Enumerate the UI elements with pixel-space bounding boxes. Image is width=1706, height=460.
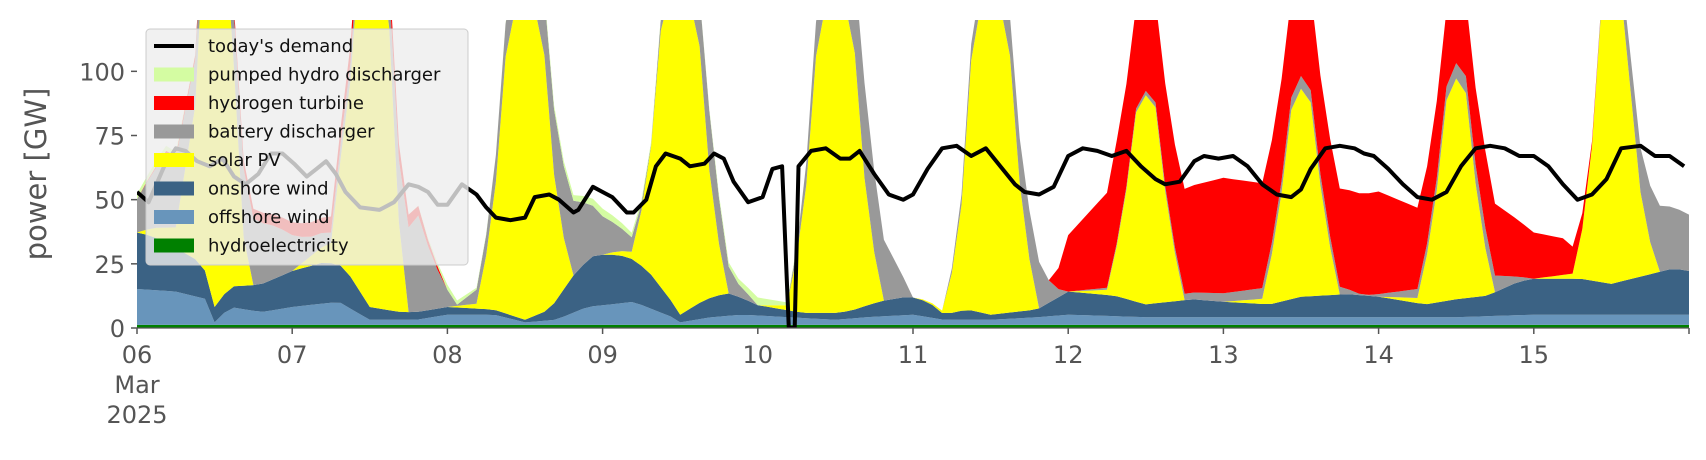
legend-label-4: solar PV <box>208 150 281 171</box>
y-tick-label-0: 0 <box>110 315 125 343</box>
area-solar-pv <box>137 20 1689 320</box>
legend-label-1: pumped hydro discharger <box>208 65 441 86</box>
y-tick-label-50: 50 <box>94 187 125 215</box>
y-tick-label-100: 100 <box>79 58 125 86</box>
y-tick-label-25: 25 <box>94 251 125 279</box>
legend-label-2: hydrogen turbine <box>208 93 364 114</box>
x-tick-label-0: 06 <box>122 341 153 369</box>
y-axis-label: power [GW] <box>19 88 53 261</box>
x-tick-sublabel-1: 2025 <box>106 401 167 429</box>
legend-swatch-1 <box>154 67 194 82</box>
area-onshore-wind <box>137 232 1689 323</box>
legend: today's demand pumped hydro discharger hyd… <box>145 28 469 266</box>
x-tick-label-1: 07 <box>277 341 308 369</box>
legend-swatch-7 <box>154 238 194 253</box>
x-tick-label-9: 15 <box>1519 341 1550 369</box>
y-tick-label-75: 75 <box>94 123 125 151</box>
legend-swatch-5 <box>154 181 194 196</box>
legend-box <box>145 28 469 266</box>
legend-label-5: onshore wind <box>208 179 329 200</box>
legend-label-7: hydroelectricity <box>208 236 349 257</box>
legend-label-6: offshore wind <box>208 207 330 228</box>
legend-swatch-3 <box>154 124 194 139</box>
legend-label-3: battery discharger <box>208 122 375 143</box>
stacked-areas <box>137 20 1689 328</box>
x-tick-label-3: 09 <box>587 341 618 369</box>
x-tick-label-8: 14 <box>1363 341 1394 369</box>
legend-label-0: today's demand <box>208 36 353 57</box>
legend-swatch-2 <box>154 96 194 110</box>
area-offshore-wind <box>137 289 1689 325</box>
legend-swatch-6 <box>154 210 194 224</box>
x-tick-label-7: 13 <box>1208 341 1239 369</box>
x-tick-label-4: 10 <box>743 341 774 369</box>
x-tick-sublabel-0: Mar <box>114 371 159 399</box>
area-hydroelectricity <box>137 324 1689 328</box>
x-tick-label-6: 12 <box>1053 341 1084 369</box>
legend-swatch-4 <box>154 153 194 167</box>
x-tick-label-2: 08 <box>432 341 463 369</box>
x-tick-label-5: 11 <box>898 341 929 369</box>
